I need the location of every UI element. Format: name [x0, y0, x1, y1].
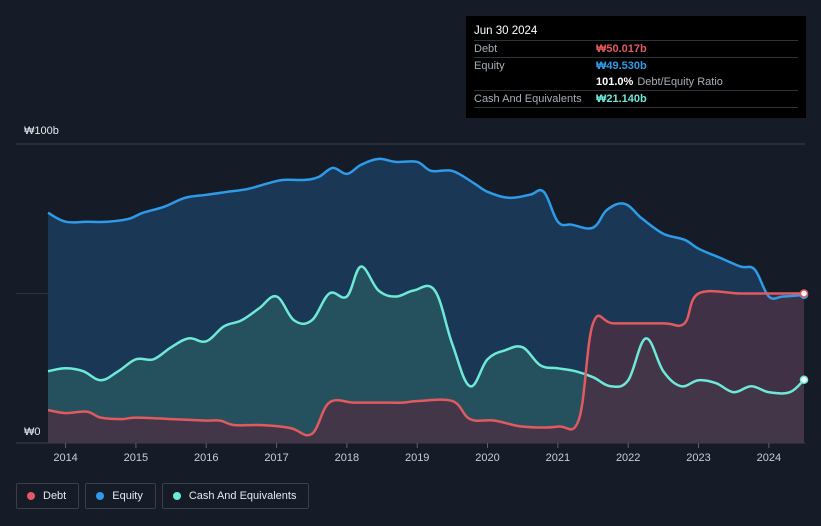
x-tick-label: 2022	[616, 452, 640, 464]
tooltip-date: Jun 30 2024	[474, 25, 538, 37]
line-equity	[47, 157, 805, 300]
tooltip-cash-label: Cash And Equivalents	[474, 93, 582, 105]
tooltip-ratio-label	[474, 74, 596, 90]
tooltip-debt-label: Debt	[474, 43, 498, 55]
tooltip-row-equity: Equity ₩49.530b	[474, 57, 798, 74]
y-axis-bottom-label: ₩0	[24, 426, 41, 438]
marker-cash	[799, 375, 809, 385]
tooltip-row-debt: Debt ₩50.017b	[474, 40, 798, 57]
x-tick-label: 2024	[757, 452, 781, 464]
x-tick-label: 2021	[546, 452, 570, 464]
axis-layer: ₩100b ₩0 2014 2015 2016 2017 2018 2019 2020 2021 2…	[24, 125, 781, 464]
tooltip-cash-value: ₩21.140b	[596, 93, 647, 105]
data-tooltip: Jun 30 2024 Debt ₩50.017b Equity ₩49.530…	[466, 16, 806, 118]
x-tick-label: 2019	[405, 452, 429, 464]
tooltip-ratio-value: 101.0%	[596, 76, 634, 88]
tooltip-equity-value: ₩49.530b	[596, 60, 647, 72]
legend-item-debt[interactable]: Debt	[16, 483, 80, 509]
x-tick-label: 2018	[335, 452, 359, 464]
legend-item-equity[interactable]: Equity	[85, 483, 156, 509]
tooltip-row-ratio: 101.0% Debt/Equity Ratio	[474, 74, 798, 90]
legend-dot-cash-icon	[172, 492, 181, 500]
x-tick-label: 2016	[194, 452, 218, 464]
line-cash	[47, 265, 805, 395]
y-axis-top-label: ₩100b	[24, 125, 59, 137]
marker-layer	[799, 289, 809, 385]
x-tick-label: 2020	[475, 452, 499, 464]
legend-label-equity: Equity	[112, 490, 143, 502]
legend-label-cash: Cash And Equivalents	[188, 490, 297, 502]
tooltip-equity-label: Equity	[474, 60, 505, 72]
tooltip-row-cash: Cash And Equivalents ₩21.140b	[474, 90, 798, 108]
tooltip-ratio-suffix: Debt/Equity Ratio	[637, 76, 723, 88]
line-layer	[47, 157, 805, 437]
marker-debt	[799, 289, 809, 298]
line-debt	[47, 289, 805, 437]
area-layer	[48, 158, 804, 444]
legend-dot-debt-icon	[27, 492, 35, 500]
x-tick-label: 2023	[686, 452, 710, 464]
legend-label-debt: Debt	[43, 490, 67, 502]
chart-legend: Debt Equity Cash And Equivalents	[16, 483, 310, 509]
x-tick-label: 2015	[124, 452, 148, 464]
legend-item-cash[interactable]: Cash And Equivalents	[161, 483, 310, 509]
x-tick-label: 2017	[264, 452, 288, 464]
tooltip-debt-value: ₩50.017b	[596, 43, 647, 55]
area-debt	[48, 291, 804, 443]
x-tick-label: 2014	[53, 452, 77, 464]
legend-dot-equity-icon	[96, 492, 105, 500]
